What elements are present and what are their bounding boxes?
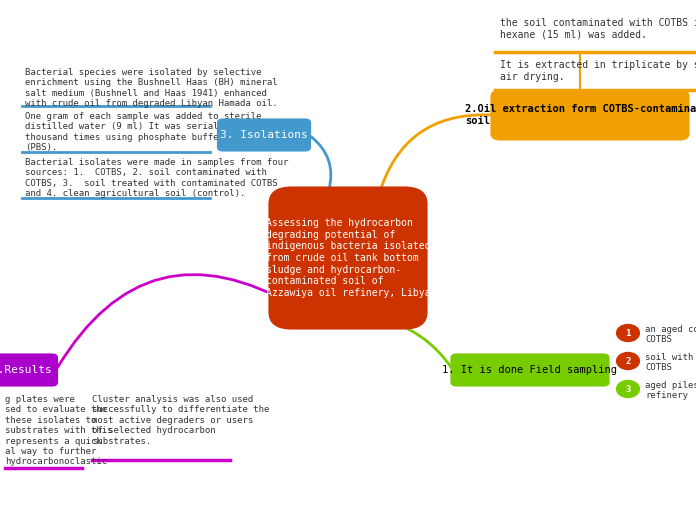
Circle shape: [617, 381, 640, 397]
Text: 4.Results: 4.Results: [0, 365, 52, 375]
Text: 1. It is done Field sampling: 1. It is done Field sampling: [443, 365, 617, 375]
Text: an aged collection b
COTBS: an aged collection b COTBS: [645, 325, 696, 344]
Circle shape: [617, 324, 640, 342]
Text: 3: 3: [625, 384, 631, 394]
Text: the soil contaminated with COTBS is weighed and
hexane (15 ml) was added.: the soil contaminated with COTBS is weig…: [500, 18, 696, 40]
Text: 1: 1: [625, 329, 631, 337]
Text: Cluster analysis was also used
successfully to differentiate the
most active deg: Cluster analysis was also used successfu…: [92, 395, 269, 446]
Text: Bacterial isolates were made in samples from four
sources: 1.  COTBS, 2. soil co: Bacterial isolates were made in samples …: [25, 158, 288, 198]
Text: 2: 2: [625, 357, 631, 366]
FancyBboxPatch shape: [269, 187, 427, 330]
FancyArrowPatch shape: [381, 319, 452, 368]
FancyBboxPatch shape: [450, 354, 610, 386]
FancyBboxPatch shape: [0, 354, 58, 386]
FancyArrowPatch shape: [58, 275, 296, 368]
Text: aged piles of histori
refinery: aged piles of histori refinery: [645, 381, 696, 400]
Text: It is extracted in triplicate by solvent extraction and
air drying.: It is extracted in triplicate by solvent…: [500, 60, 696, 82]
FancyBboxPatch shape: [491, 89, 690, 140]
FancyArrowPatch shape: [311, 137, 331, 190]
Text: One gram of each sample was added to sterile
distilled water (9 ml) It was seria: One gram of each sample was added to ste…: [25, 112, 283, 152]
Text: g plates were
sed to evaluate the
these isolates to
substrates with this
represe: g plates were sed to evaluate the these …: [5, 395, 113, 466]
FancyArrowPatch shape: [379, 115, 490, 196]
Text: soil with long-term
COTBS: soil with long-term COTBS: [645, 353, 696, 372]
FancyBboxPatch shape: [217, 119, 311, 151]
Text: 3. Isolations: 3. Isolations: [220, 130, 308, 140]
Text: 2.Oil extraction form COTBS-contaminated
soil: 2.Oil extraction form COTBS-contaminated…: [465, 104, 696, 126]
Text: Assessing the hydrocarbon
degrading potential of
indigenous bacteria isolated
fr: Assessing the hydrocarbon degrading pote…: [266, 218, 430, 298]
Circle shape: [617, 353, 640, 370]
Text: Bacterial species were isolated by selective
enrichment using the Bushnell Haas : Bacterial species were isolated by selec…: [25, 68, 278, 108]
